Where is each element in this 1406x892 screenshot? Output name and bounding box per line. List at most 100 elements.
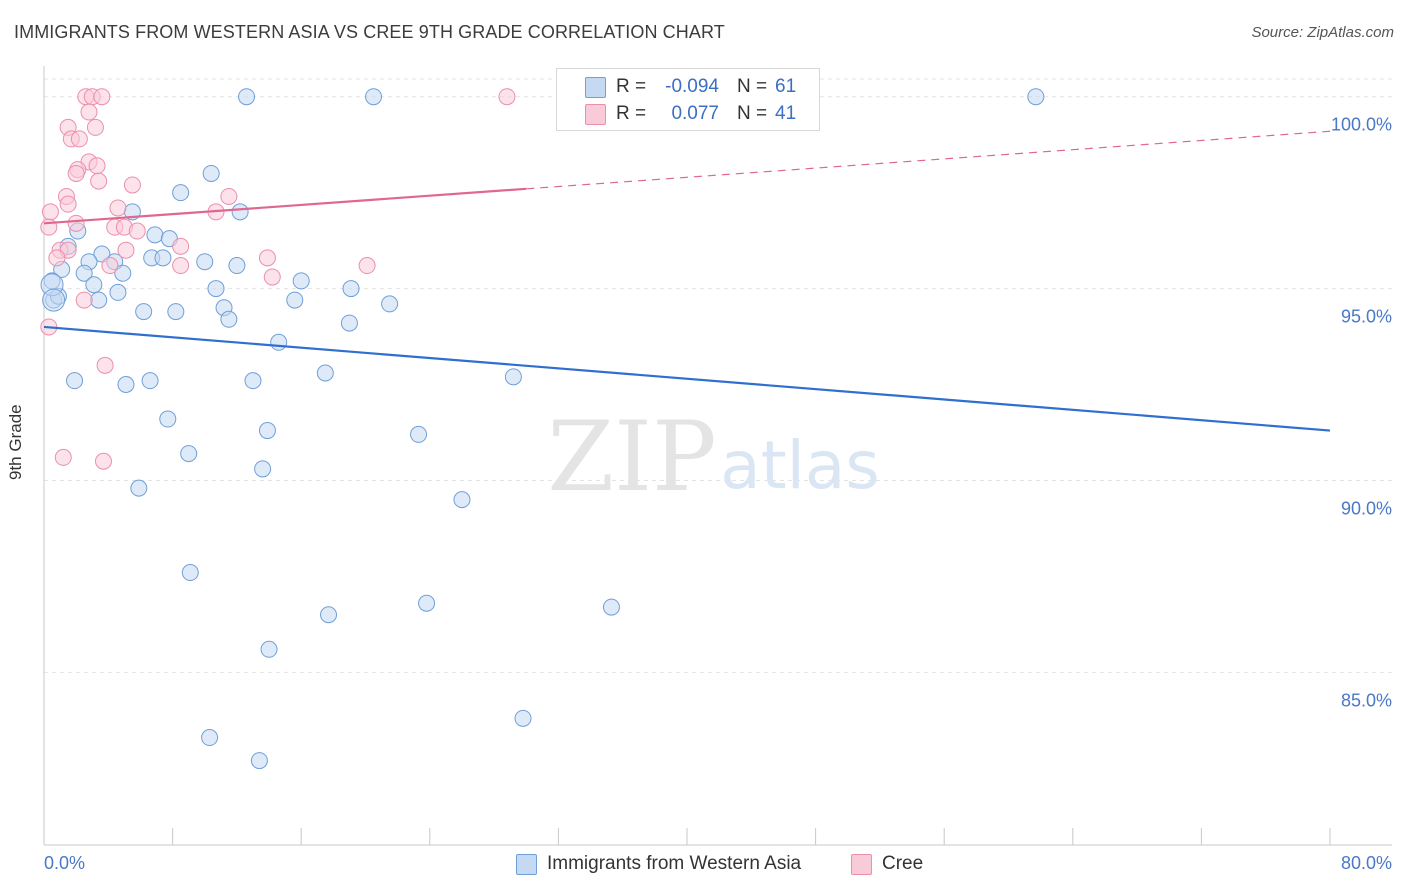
- western-asia-point: [418, 594, 436, 612]
- western-asia-point: [342, 280, 360, 298]
- western-asia-point: [260, 640, 278, 658]
- n-label: N =: [737, 103, 768, 124]
- western-asia-point: [159, 410, 177, 428]
- watermark: ZIP atlas: [547, 401, 879, 513]
- cree-swatch: [585, 104, 606, 125]
- western-asia-point: [453, 491, 471, 509]
- western-asia-point: [146, 226, 164, 244]
- cree-point: [101, 257, 119, 275]
- cree-point: [172, 237, 190, 255]
- cree-point: [67, 164, 85, 182]
- y-tick-label: 90.0%: [1341, 498, 1392, 518]
- western-asia-point: [85, 276, 103, 294]
- western-asia-point: [117, 376, 135, 394]
- cree-point: [117, 241, 135, 259]
- western-asia-point: [207, 280, 225, 298]
- legend-label: Cree: [882, 853, 924, 874]
- western-asia-point: [231, 203, 249, 221]
- cree-trend-line: [43, 187, 527, 225]
- source-credit: Source: ZipAtlas.com: [1251, 24, 1394, 41]
- western-asia-point: [365, 88, 383, 106]
- y-tick-label: 100.0%: [1331, 115, 1392, 135]
- western-asia-point: [220, 310, 238, 328]
- axes: [43, 66, 1392, 846]
- cree-point: [48, 249, 66, 267]
- western-asia-point: [114, 264, 132, 282]
- western-asia-point: [504, 368, 522, 386]
- western-asia-point: [320, 606, 338, 624]
- cree-point: [94, 452, 112, 470]
- chart-title: IMMIGRANTS FROM WESTERN ASIA VS CREE 9TH…: [14, 22, 725, 42]
- y-tick-label: 95.0%: [1341, 307, 1392, 327]
- cree-point: [80, 103, 98, 121]
- cree-trend-line-dashed: [526, 130, 1331, 190]
- cree-point: [75, 291, 93, 309]
- western-asia-trend-line: [43, 325, 1331, 432]
- cree-point: [128, 222, 146, 240]
- watermark-zip: ZIP: [547, 401, 716, 513]
- trend-lines: [43, 130, 1331, 432]
- r-value: -0.094: [665, 76, 719, 97]
- r-value: 0.077: [666, 103, 719, 124]
- western-asia-point: [181, 564, 199, 582]
- western-asia-point: [250, 752, 268, 770]
- western-asia-point: [201, 729, 219, 747]
- cree-point: [123, 176, 141, 194]
- western-asia-swatch: [585, 77, 606, 98]
- cree-point: [90, 172, 108, 190]
- x-tick-label: 0.0%: [44, 853, 85, 873]
- cree-point: [258, 249, 276, 267]
- watermark-atlas: atlas: [720, 427, 880, 504]
- western-asia-point: [180, 445, 198, 463]
- western-asia-point: [154, 249, 172, 267]
- western-asia-point: [244, 372, 262, 390]
- western-asia-point: [238, 88, 256, 106]
- cree-point: [41, 203, 59, 221]
- correlation-stats-box: R = -0.094 N = 61 R = 0.077 N = 41: [556, 68, 820, 131]
- western-asia-point: [167, 303, 185, 321]
- western-asia-point: [316, 364, 334, 382]
- cree-point: [54, 448, 72, 466]
- western-asia-point: [135, 303, 153, 321]
- y-tick-label: 85.0%: [1341, 690, 1392, 710]
- western-asia-point: [93, 245, 111, 263]
- western-asia-point: [109, 283, 127, 301]
- cree-point: [96, 356, 114, 374]
- legend-label: Immigrants from Western Asia: [547, 853, 802, 874]
- stats-row-western-asia: R = -0.094 N = 61: [557, 74, 819, 100]
- western-asia-point: [141, 372, 159, 390]
- cree-point: [498, 88, 516, 106]
- cree-point: [59, 195, 77, 213]
- r-label: R =: [616, 76, 647, 97]
- western-asia-point: [66, 372, 84, 390]
- tick-labels: 85.0% 90.0% 95.0% 100.0% 0.0% 80.0%: [44, 115, 1392, 873]
- western-asia-point: [228, 257, 246, 275]
- western-asia-point: [286, 291, 304, 309]
- cree-point: [93, 88, 111, 106]
- western-asia-point: [202, 164, 220, 182]
- n-value: 41: [775, 103, 797, 124]
- western-asia-point: [381, 295, 399, 313]
- cree-point: [67, 214, 85, 232]
- western-asia-legend-swatch: [516, 854, 537, 875]
- cree-point: [86, 118, 104, 136]
- western-asia-point: [292, 272, 310, 290]
- r-label: R =: [616, 103, 647, 124]
- western-asia-point: [75, 264, 93, 282]
- stats-row-cree: R = 0.077 N = 41: [557, 101, 819, 127]
- cree-point: [220, 187, 238, 205]
- n-value: 61: [775, 76, 797, 97]
- western-asia-point: [602, 598, 620, 616]
- x-tick-label: 80.0%: [1341, 853, 1392, 873]
- western-asia-point: [514, 709, 532, 727]
- western-asia-point: [130, 479, 148, 497]
- cree-point: [88, 157, 106, 175]
- western-asia-point: [258, 422, 276, 440]
- n-label: N =: [737, 76, 768, 97]
- western-asia-point: [270, 333, 288, 351]
- cree-legend-swatch: [851, 854, 872, 875]
- cree-point: [263, 268, 281, 286]
- cree-point: [172, 257, 190, 275]
- cree-point: [358, 257, 376, 275]
